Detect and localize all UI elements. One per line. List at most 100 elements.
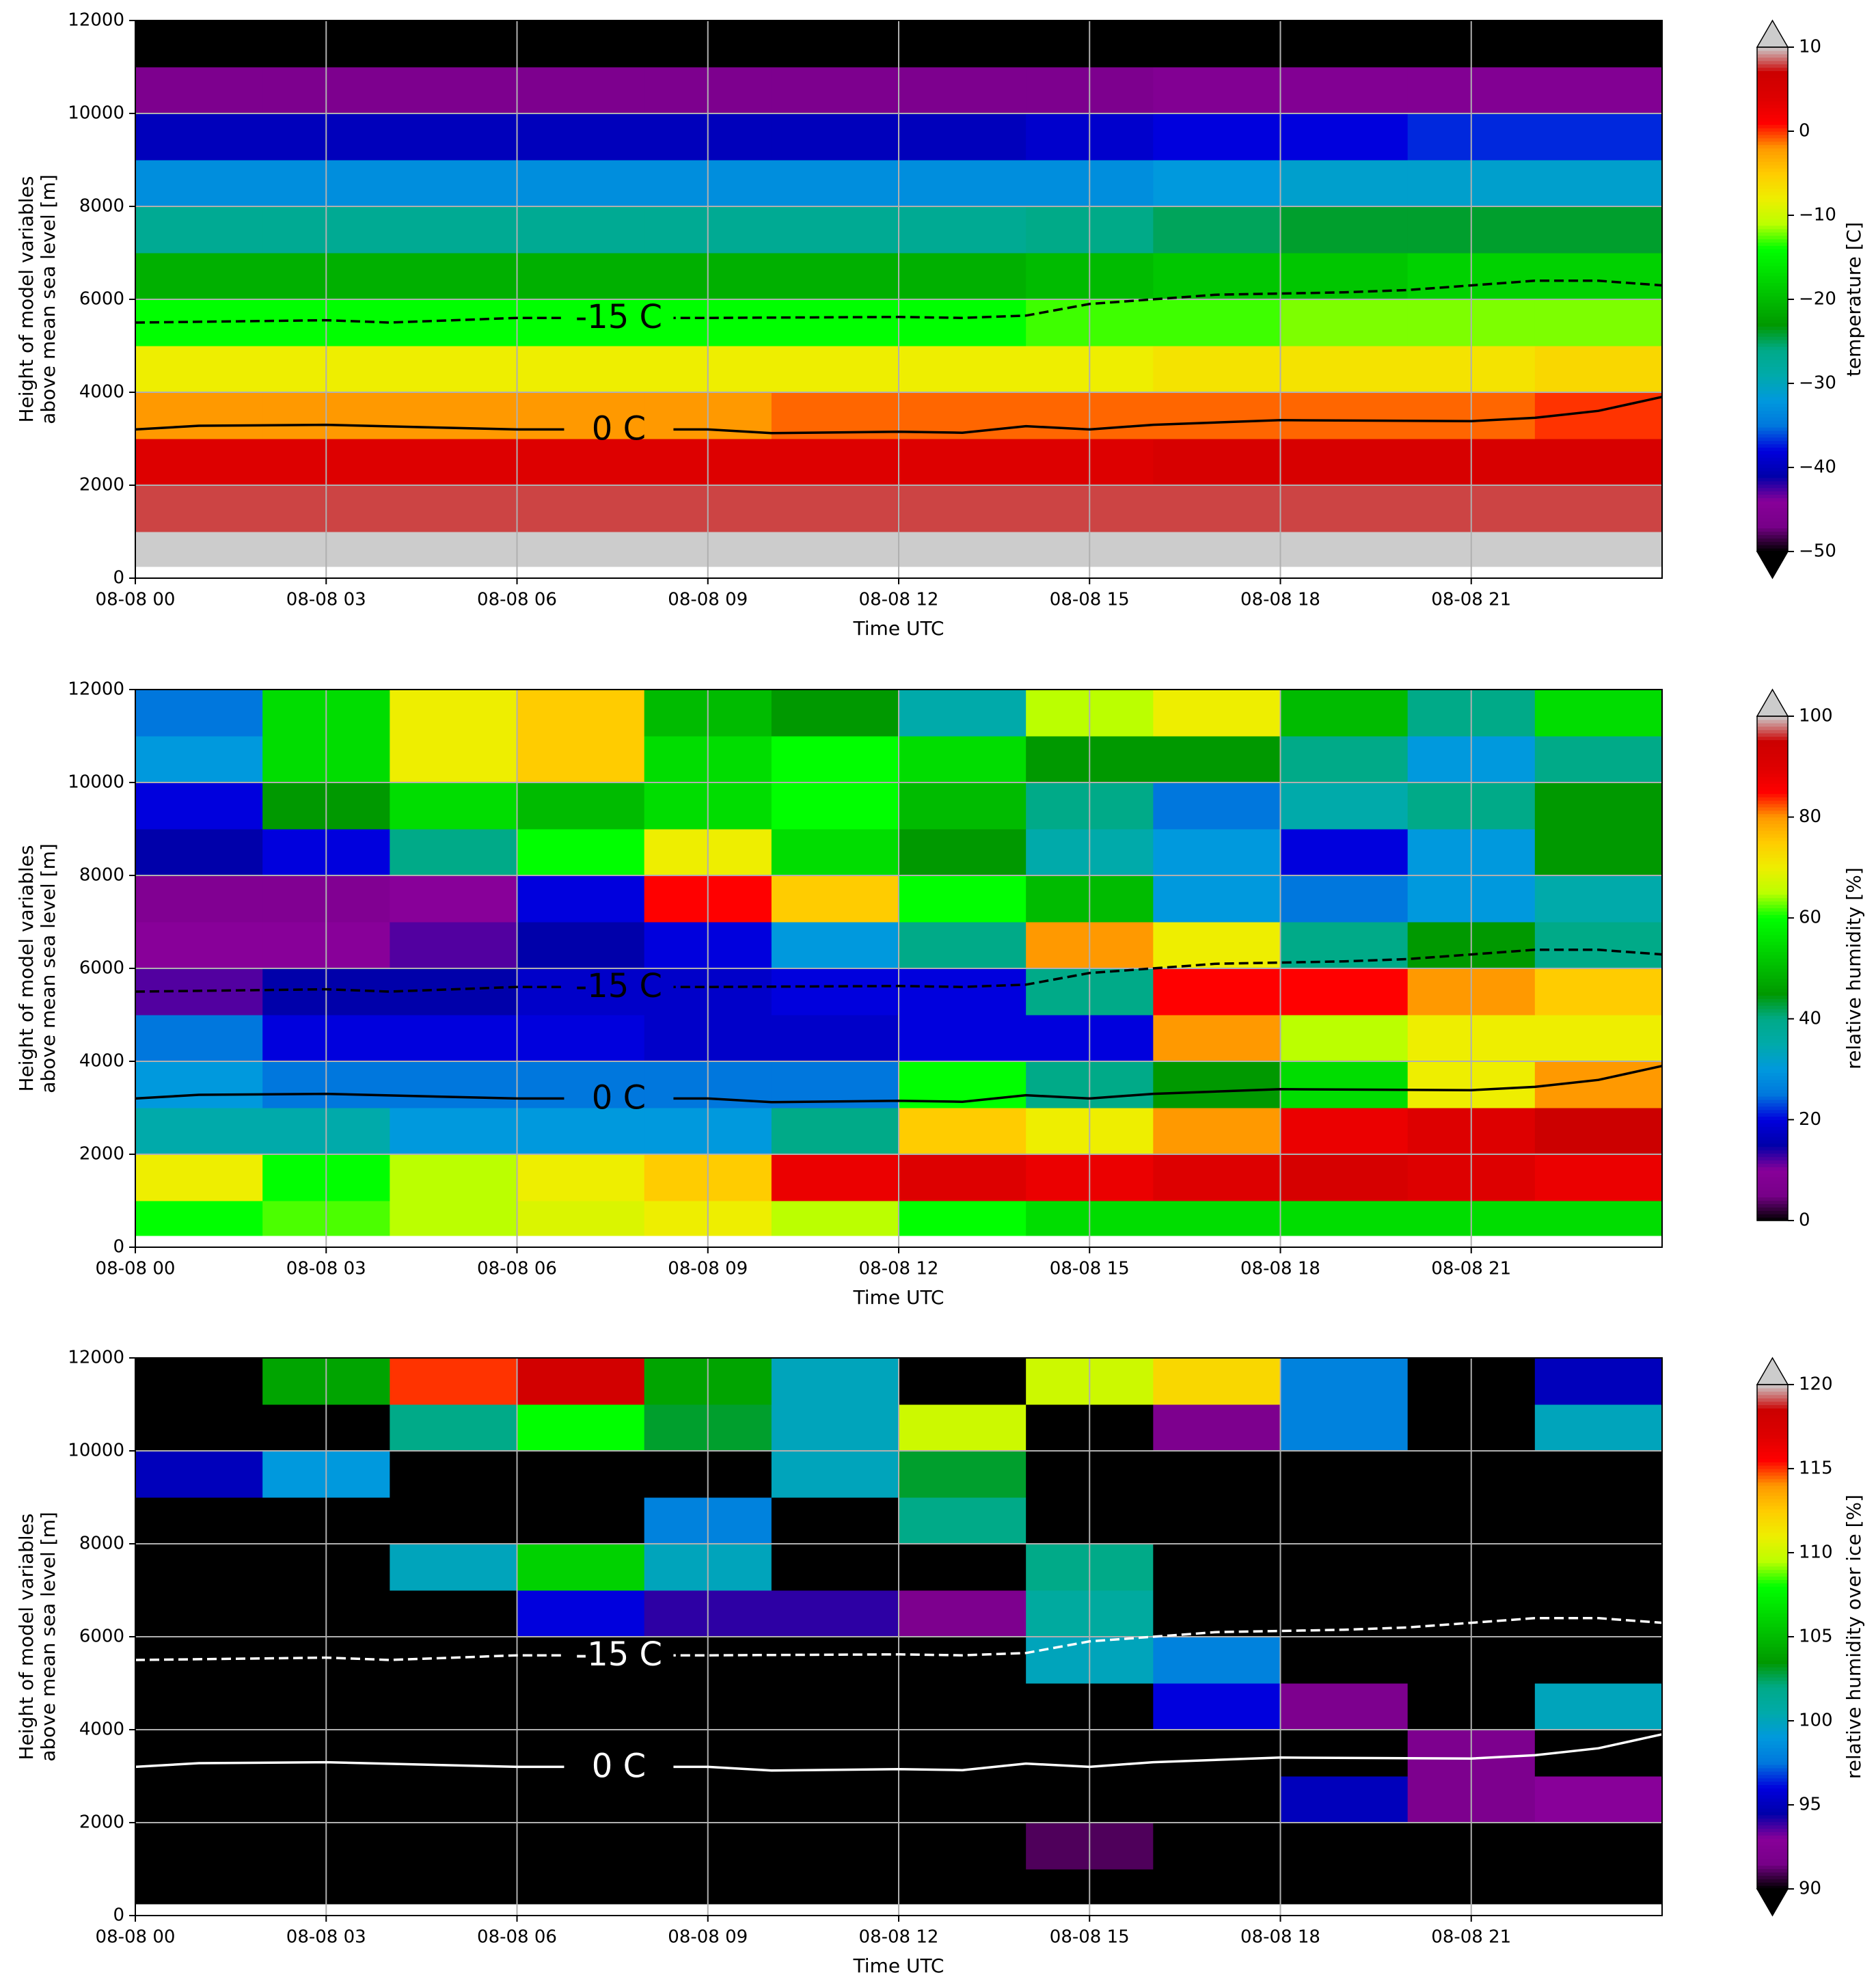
colorbar-segment — [1757, 1046, 1788, 1050]
contour-line — [135, 1733, 1663, 1772]
colorbar-segment — [1757, 1455, 1788, 1459]
colorbar-segment — [1757, 790, 1788, 794]
colorbar-segment — [1757, 1471, 1788, 1476]
heatmap-cell — [1534, 439, 1663, 486]
heatmap-cell — [1280, 206, 1409, 254]
heatmap-cell — [390, 875, 517, 923]
colorbar-segment — [1757, 1441, 1788, 1446]
heatmap-cell — [135, 1497, 263, 1544]
colorbar-segment — [1757, 1079, 1788, 1083]
heatmap-cell — [390, 1823, 517, 1870]
colorbar-segment — [1757, 803, 1788, 808]
colorbar-segment — [1757, 1771, 1788, 1775]
heatmap-cell — [1534, 690, 1663, 737]
colorbar-segment — [1757, 1149, 1788, 1154]
axes-frame — [135, 1357, 1663, 1916]
colorbar-segment — [1757, 151, 1788, 156]
colorbar-segment — [1757, 806, 1788, 811]
heatmap-cell — [390, 1683, 517, 1730]
heatmap-cell — [1280, 346, 1409, 393]
colorbar-segment — [1757, 545, 1788, 549]
colorbar-segment — [1757, 517, 1788, 522]
colorbar-segment — [1757, 239, 1788, 243]
colorbar-segment — [1757, 64, 1788, 68]
colorbar-tick-label: 0 — [1799, 121, 1810, 141]
colorbar-segment — [1757, 1002, 1788, 1006]
heatmap-cell — [517, 1730, 645, 1777]
heatmap-cell — [1280, 875, 1409, 923]
x-tick-label: 08-08 03 — [286, 1259, 366, 1279]
colorbar-segment — [1757, 1848, 1788, 1853]
colorbar-segment — [1757, 336, 1788, 340]
heatmap-cell — [899, 1776, 1027, 1823]
heatmap-cell — [1153, 1776, 1281, 1823]
colorbar-segment — [1757, 1421, 1788, 1426]
colorbar-segment — [1757, 480, 1788, 485]
colorbar-segment — [1757, 81, 1788, 85]
colorbar-segment — [1757, 1734, 1788, 1739]
colorbar-segment — [1757, 1133, 1788, 1137]
heatmap-cell — [1153, 67, 1281, 114]
colorbar-segment — [1757, 1059, 1788, 1063]
colorbar-segment — [1757, 137, 1788, 142]
y-tick-label: 6000 — [79, 1626, 124, 1647]
colorbar-segment — [1757, 67, 1788, 72]
heatmap-cell — [771, 968, 899, 1016]
colorbar-segment — [1757, 867, 1788, 871]
heatmap-cell — [390, 439, 517, 486]
contour-line — [135, 396, 1663, 435]
colorbar-segment — [1757, 1808, 1788, 1812]
colorbar-segment — [1757, 1559, 1788, 1564]
colorbar-segment — [1757, 894, 1788, 899]
colorbar-segment — [1757, 474, 1788, 478]
colorbar-segment — [1757, 1865, 1788, 1870]
colorbar-segment — [1757, 1879, 1788, 1883]
colorbar-segment — [1757, 1404, 1788, 1409]
colorbar-segment — [1757, 1009, 1788, 1013]
heatmap-cell — [1153, 160, 1281, 207]
heatmap-cell — [1153, 1061, 1281, 1108]
contour-label: -15 C — [575, 967, 662, 1005]
colorbar-segment — [1757, 837, 1788, 841]
heatmap-cell — [1280, 1201, 1409, 1236]
heatmap-cell — [390, 1015, 517, 1062]
colorbar-segment — [1757, 1408, 1788, 1412]
colorbar-segment — [1757, 1677, 1788, 1681]
heatmap-cell — [1153, 690, 1281, 737]
heatmap-cell — [1153, 1201, 1281, 1236]
colorbar-segment — [1757, 74, 1788, 78]
colorbar-segment — [1757, 1646, 1788, 1651]
colorbar-segment — [1757, 144, 1788, 149]
heatmap-cell — [899, 875, 1027, 923]
y-tick-label: 12000 — [68, 1348, 124, 1368]
colorbar-segment — [1757, 1832, 1788, 1836]
colorbar-tick-label: 115 — [1799, 1458, 1833, 1479]
colorbar-segment — [1757, 1062, 1788, 1067]
heatmap-cell — [899, 782, 1027, 830]
colorbar-segment — [1757, 820, 1788, 825]
heatmap-cell — [390, 1776, 517, 1823]
heatmap-cell — [1534, 113, 1663, 161]
colorbar-segment — [1757, 1555, 1788, 1560]
colorbar-segment — [1757, 1583, 1788, 1587]
colorbar-segment — [1757, 107, 1788, 112]
colorbar-segment — [1757, 1724, 1788, 1728]
colorbar-segment — [1757, 850, 1788, 855]
colorbar-segment — [1757, 1845, 1788, 1849]
colorbar-segment — [1757, 901, 1788, 906]
colorbar-segment — [1757, 1217, 1788, 1221]
colorbar-segment — [1757, 437, 1788, 441]
heatmap-cell — [1153, 206, 1281, 254]
colorbar-segment — [1757, 1761, 1788, 1765]
y-tick-label: 8000 — [79, 196, 124, 217]
colorbar-segment — [1757, 205, 1788, 209]
heatmap-cell — [390, 690, 517, 737]
colorbar-extend-max — [1756, 1357, 1789, 1385]
heatmap-cell — [1280, 1683, 1409, 1730]
heatmap-cell — [135, 439, 263, 486]
colorbar-segment — [1757, 1795, 1788, 1799]
heatmap-cell — [1534, 1869, 1663, 1905]
colorbar-segment — [1757, 356, 1788, 361]
y-tick-label: 0 — [113, 1237, 124, 1257]
heatmap-cell — [1534, 968, 1663, 1016]
